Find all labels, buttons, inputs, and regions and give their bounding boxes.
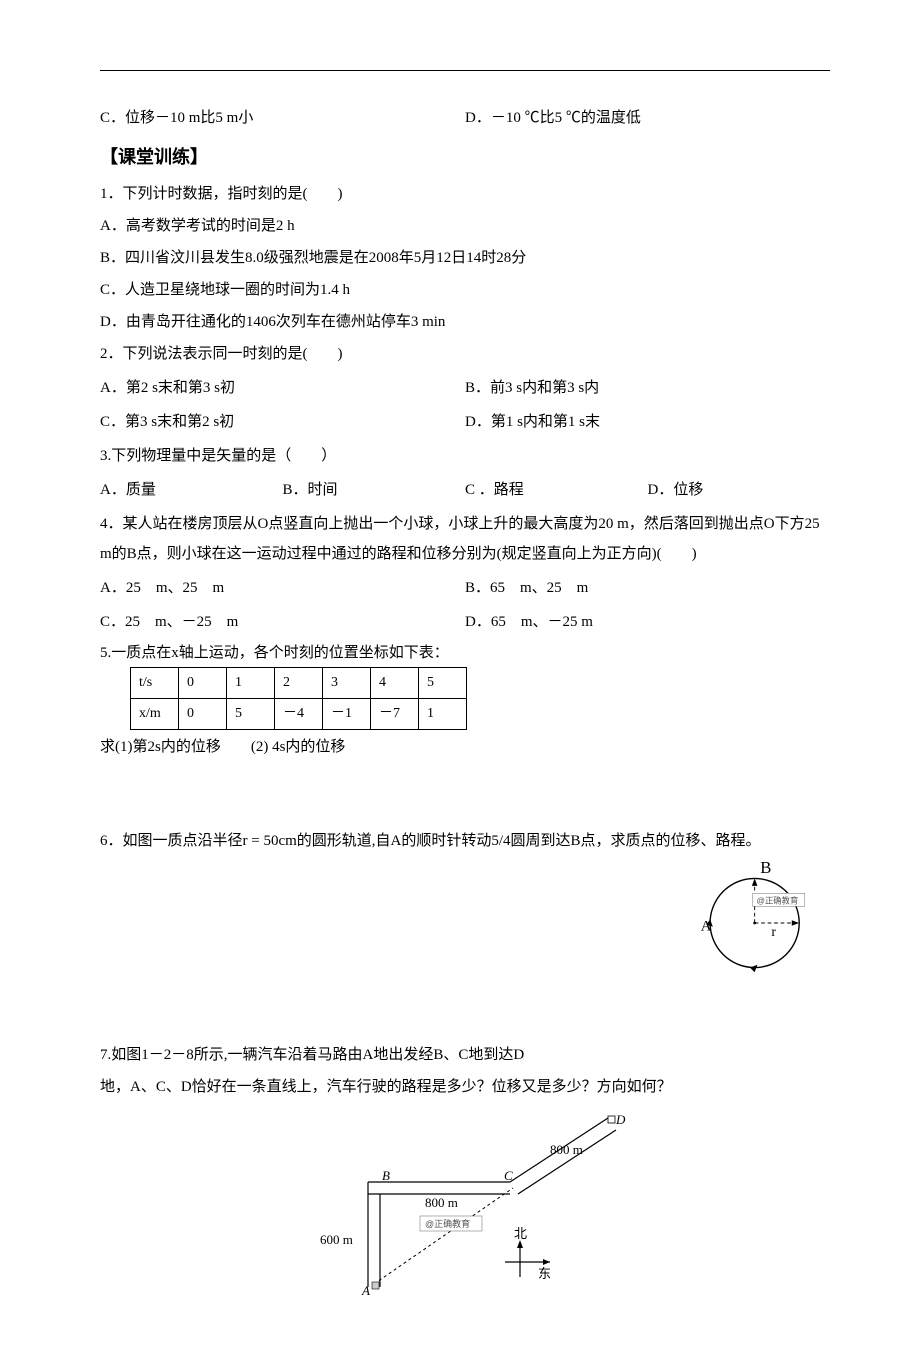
q6-block: 6．如图一质点沿半径r = 50cm的圆形轨道,自A的顺时针转动5/4圆周到达B…	[100, 826, 830, 988]
label-east: 东	[538, 1266, 551, 1281]
q1-b: B．四川省汶川县发生8.0级强烈地震是在2008年5月12日14时28分	[100, 243, 830, 273]
q2-row1: A．第2 s末和第3 s初 B．前3 s内和第3 s内	[100, 371, 830, 405]
q5-table: t/s 0 1 2 3 4 5 x/m 0 5 －4 －1 －7 1	[130, 667, 467, 730]
cell: 0	[179, 668, 227, 699]
q1-stem: 1．下列计时数据，指时刻的是( )	[100, 179, 830, 209]
q4-row2: C．25 m、－25 m D．65 m、－25 m	[100, 605, 830, 639]
label-b: B	[382, 1168, 390, 1183]
cell: －7	[371, 699, 419, 730]
q2-b: B．前3 s内和第3 s内	[465, 373, 830, 403]
q4-d: D．65 m、－25 m	[465, 607, 830, 637]
spacer2	[100, 988, 830, 1038]
q5-stem: 5.一质点在x轴上运动，各个时刻的位置坐标如下表：	[100, 641, 830, 665]
cell: 4	[371, 668, 419, 699]
cell: 5	[419, 668, 467, 699]
circle-diagram: A B r @正确教育	[680, 858, 820, 988]
section-title: 【课堂训练】	[100, 139, 830, 175]
q2-row2: C．第3 s末和第2 s初 D．第1 s内和第1 s末	[100, 405, 830, 439]
label-a: A	[701, 918, 712, 934]
q2-a: A．第2 s末和第3 s初	[100, 373, 465, 403]
watermark: @正确教育	[757, 896, 799, 906]
q2-c: C．第3 s末和第2 s初	[100, 407, 465, 437]
q1-d: D．由青岛开往通化的1406次列车在德州站停车3 min	[100, 307, 830, 337]
cell: x/m	[131, 699, 179, 730]
q5-sub: 求(1)第2s内的位移 (2) 4s内的位移	[100, 732, 830, 762]
label-800-1: 800 m	[425, 1195, 458, 1210]
map-diagram: A B C D 800 m 800 m 600 m 北 东 @正确教育	[300, 1112, 630, 1297]
label-a: A	[361, 1283, 370, 1297]
cell: 2	[275, 668, 323, 699]
cell: t/s	[131, 668, 179, 699]
label-600: 600 m	[320, 1232, 353, 1247]
q3-b: B．时间	[283, 475, 466, 505]
q3-row: A．质量 B．时间 C ．路程 D．位移	[100, 473, 830, 507]
label-b: B	[760, 858, 771, 877]
q4-a: A．25 m、25 m	[100, 573, 465, 603]
top-divider	[100, 70, 830, 71]
label-c: C	[504, 1168, 513, 1183]
cell: 1	[227, 668, 275, 699]
q1-a: A．高考数学考试的时间是2 h	[100, 211, 830, 241]
top-option-row: C．位移－10 m比5 m小 D．－10 ℃比5 ℃的温度低	[100, 101, 830, 135]
cell: －4	[275, 699, 323, 730]
label-800-2: 800 m	[550, 1142, 583, 1157]
cell: 0	[179, 699, 227, 730]
q3-a: A．质量	[100, 475, 283, 505]
cell: 1	[419, 699, 467, 730]
q6-stem: 6．如图一质点沿半径r = 50cm的圆形轨道,自A的顺时针转动5/4圆周到达B…	[100, 826, 830, 856]
spacer	[100, 764, 830, 824]
label-north: 北	[514, 1226, 527, 1241]
q4-row1: A．25 m、25 m B．65 m、25 m	[100, 571, 830, 605]
cell: 3	[323, 668, 371, 699]
q7-stem1: 7.如图1－2－8所示,一辆汽车沿着马路由A地出发经B、C地到达D	[100, 1040, 830, 1070]
cell: 5	[227, 699, 275, 730]
q1-c: C．人造卫星绕地球一圈的时间为1.4 h	[100, 275, 830, 305]
q7-stem2: 地，A、C、D恰好在一条直线上，汽车行驶的路程是多少？位移又是多少？方向如何？	[100, 1072, 830, 1102]
q4-b: B．65 m、25 m	[465, 573, 830, 603]
q2-stem: 2．下列说法表示同一时刻的是( )	[100, 339, 830, 369]
q4-c: C．25 m、－25 m	[100, 607, 465, 637]
label-d: D	[615, 1112, 626, 1127]
table-row: t/s 0 1 2 3 4 5	[131, 668, 467, 699]
q2-d: D．第1 s内和第1 s末	[465, 407, 830, 437]
q3-c: C ．路程	[465, 475, 648, 505]
q3-stem: 3.下列物理量中是矢量的是（ ）	[100, 441, 830, 471]
q4-stem: 4．某人站在楼房顶层从O点竖直向上抛出一个小球，小球上升的最大高度为20 m，然…	[100, 509, 830, 569]
label-r: r	[771, 925, 776, 940]
option-d: D．－10 ℃比5 ℃的温度低	[465, 103, 830, 133]
cell: －1	[323, 699, 371, 730]
option-c: C．位移－10 m比5 m小	[100, 103, 465, 133]
watermark: @正确教育	[425, 1218, 470, 1229]
q3-d: D．位移	[648, 475, 831, 505]
table-row: x/m 0 5 －4 －1 －7 1	[131, 699, 467, 730]
